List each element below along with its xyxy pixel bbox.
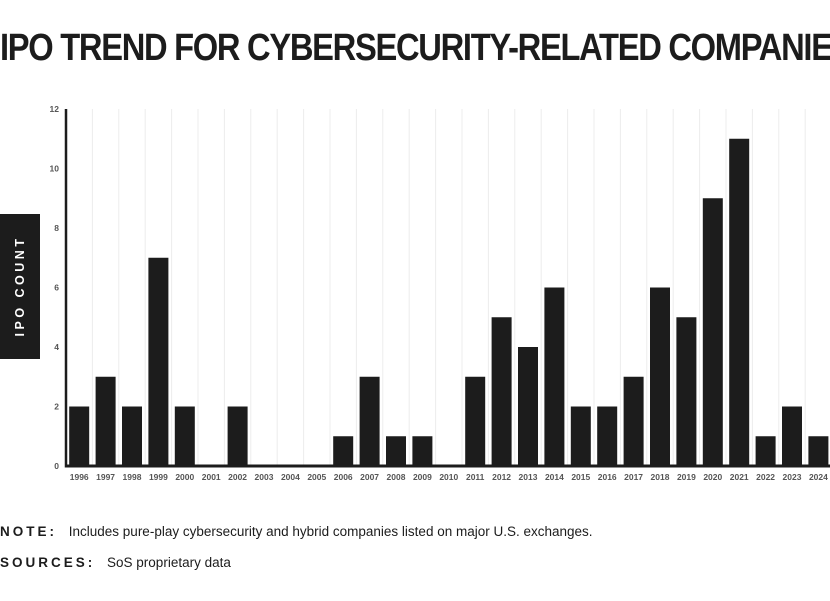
y-tick-label: 8 <box>54 223 59 233</box>
x-tick-label: 2018 <box>651 472 670 482</box>
x-tick-label: 2023 <box>783 472 802 482</box>
sources-line: SOURCES: SoS proprietary data <box>0 555 231 570</box>
bar <box>702 198 723 466</box>
note-label: NOTE: <box>0 524 57 539</box>
bar <box>597 406 618 466</box>
bar <box>676 317 697 466</box>
x-tick-label: 2007 <box>360 472 379 482</box>
x-tick-label: 1998 <box>123 472 142 482</box>
bar <box>359 376 380 466</box>
x-tick-label: 2006 <box>334 472 353 482</box>
x-tick-label: 2015 <box>571 472 590 482</box>
bar-chart: 0 2 4 6 8 10 12 1996 1997 1998 1999 2000 2001 2002 200… <box>50 104 830 482</box>
x-tick-label: 2022 <box>756 472 775 482</box>
x-tick-label: 1996 <box>70 472 89 482</box>
bar <box>491 317 512 466</box>
bar <box>412 436 433 466</box>
y-tick-label: 6 <box>54 283 59 293</box>
bar <box>148 257 169 466</box>
x-tick-label: 2009 <box>413 472 432 482</box>
bar <box>808 436 829 466</box>
x-tick-label: 2010 <box>439 472 458 482</box>
x-tick-label: 2019 <box>677 472 696 482</box>
note-text: Includes pure-play cybersecurity and hyb… <box>68 524 593 539</box>
x-tick-label: 2013 <box>519 472 538 482</box>
sources-label: SOURCES: <box>0 555 96 570</box>
y-tick-label: 2 <box>54 402 59 412</box>
x-tick-label: 2020 <box>703 472 722 482</box>
y-tick-label: 12 <box>50 104 60 114</box>
x-tick-label: 2002 <box>228 472 247 482</box>
x-tick-label: 2004 <box>281 472 300 482</box>
x-tick-label: 1997 <box>96 472 115 482</box>
x-tick-label: 2021 <box>730 472 749 482</box>
x-tick-label: 2017 <box>624 472 643 482</box>
note-line: NOTE: Includes pure-play cybersecurity a… <box>0 524 593 539</box>
x-tick-label: 2016 <box>598 472 617 482</box>
x-tick-label: 2024 <box>809 472 828 482</box>
x-tick-label: 2005 <box>307 472 326 482</box>
x-tick-label: 2014 <box>545 472 564 482</box>
bar <box>782 406 802 466</box>
bar <box>518 347 538 466</box>
x-tick-label: 2008 <box>387 472 406 482</box>
bar <box>69 406 90 466</box>
bar <box>333 436 354 466</box>
x-tick-label: 2012 <box>492 472 511 482</box>
y-tick-label: 10 <box>50 164 60 174</box>
bar <box>544 287 565 466</box>
bar <box>623 376 644 466</box>
bar <box>570 406 591 466</box>
bar <box>729 138 750 466</box>
y-tick-label: 4 <box>54 342 59 352</box>
y-tick-label: 0 <box>54 461 59 471</box>
x-tick-label: 2011 <box>466 472 485 482</box>
y-axis-label-box: IPO COUNT <box>0 214 40 359</box>
x-tick-label: 2001 <box>202 472 221 482</box>
sources-text: SoS proprietary data <box>107 555 231 570</box>
bar <box>650 287 670 466</box>
bar <box>174 406 195 466</box>
bar <box>122 406 142 466</box>
bar <box>227 406 248 466</box>
x-tick-label: 2003 <box>255 472 274 482</box>
bar <box>465 376 486 466</box>
bar <box>386 436 406 466</box>
bar <box>95 376 116 466</box>
x-tick-label: 2000 <box>175 472 194 482</box>
chart-title: IPO TREND FOR CYBERSECURITY-RELATED COMP… <box>0 27 830 69</box>
x-tick-label: 1999 <box>149 472 168 482</box>
bar <box>755 436 776 466</box>
